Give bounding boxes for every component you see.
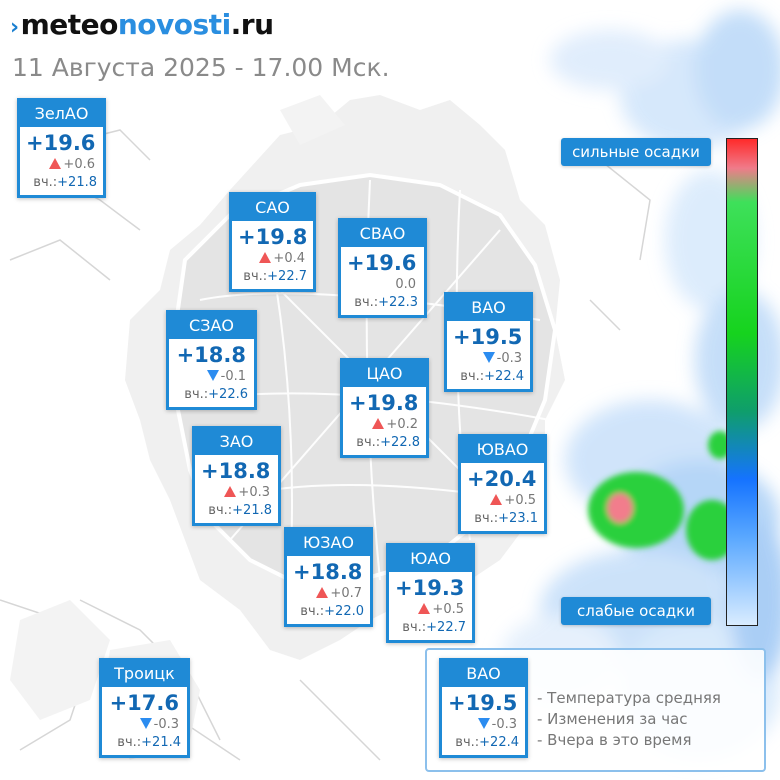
district-card-yuao[interactable]: ЮАО +19.3 +0.5 вч.:+22.7	[386, 543, 475, 643]
trend-arrow-icon	[477, 718, 490, 729]
hourly-change: -0.1	[169, 367, 254, 385]
district-name: ЦАО	[342, 360, 427, 387]
legend-box: ВАО +19.5 -0.3 вч.:+22.4 - Температура с…	[425, 648, 766, 772]
average-temperature: +19.6	[26, 131, 96, 155]
legend-item-yesterday: - Вчера в это время	[537, 731, 692, 749]
district-card-zelao[interactable]: ЗелАО +19.6 +0.6 вч.:+21.8	[17, 98, 106, 198]
logo-mark-icon: ›	[10, 15, 19, 40]
hourly-change: +0.6	[20, 155, 103, 173]
logo-text-meteo: meteo	[20, 8, 119, 41]
trend-arrow-icon	[372, 418, 385, 429]
district-name: СВАО	[340, 220, 425, 247]
hourly-change: -0.3	[447, 349, 530, 367]
trend-arrow-icon	[139, 718, 152, 729]
hourly-change: 0.0	[395, 277, 416, 292]
yesterday-temperature: вч.:+22.7	[402, 620, 466, 635]
average-temperature: +19.8	[349, 391, 419, 415]
logo-text-novosti: novosti	[117, 8, 231, 41]
legend-sample-card: ВАО +19.5 -0.3 вч.:+22.4	[439, 658, 528, 758]
trend-arrow-icon	[418, 603, 431, 614]
district-name: ЮАО	[388, 545, 473, 572]
trend-arrow-icon	[49, 158, 62, 169]
district-card-yuzao[interactable]: ЮЗАО +18.8 +0.7 вч.:+22.0	[284, 527, 373, 627]
hourly-change: +0.4	[232, 249, 313, 267]
district-name: САО	[231, 194, 314, 221]
hourly-change: +0.5	[389, 600, 472, 618]
yesterday-temperature: вч.:+21.8	[208, 503, 272, 518]
yesterday-temperature: вч.:+22.4	[460, 369, 524, 384]
hourly-change: +0.7	[287, 584, 370, 602]
legend-item-hourly-change: - Изменения за час	[537, 710, 688, 728]
average-temperature: +19.5	[448, 691, 518, 715]
average-temperature: +19.8	[238, 225, 308, 249]
average-temperature: +18.8	[201, 459, 271, 483]
legend-item-average: - Температура средняя	[537, 689, 721, 707]
logo-text-ru: .ru	[230, 8, 274, 41]
average-temperature: +18.8	[176, 343, 246, 367]
average-temperature: +17.6	[109, 691, 179, 715]
district-card-yuvao[interactable]: ЮВАО +20.4 +0.5 вч.:+23.1	[458, 434, 547, 534]
yesterday-temperature: вч.:+22.6	[184, 387, 248, 402]
district-name: ЗАО	[194, 428, 279, 455]
yesterday-temperature: вч.:+22.7	[243, 269, 307, 284]
district-card-vao[interactable]: ВАО +19.5 -0.3 вч.:+22.4	[444, 292, 533, 392]
trend-arrow-icon	[206, 370, 219, 381]
heavy-precip-label: сильные осадки	[561, 138, 711, 166]
district-name: ВАО	[441, 660, 526, 687]
yesterday-temperature: вч.:+22.3	[354, 295, 418, 310]
district-card-troitsk[interactable]: Троицк +17.6 -0.3 вч.:+21.4	[99, 658, 190, 758]
district-name: Троицк	[101, 660, 188, 687]
trend-arrow-icon	[224, 486, 237, 497]
precip-color-scale	[726, 138, 758, 626]
district-name: СЗАО	[168, 312, 255, 339]
yesterday-temperature: вч.:+22.4	[455, 735, 519, 750]
average-temperature: +19.6	[347, 251, 417, 275]
hourly-change: +0.3	[195, 483, 278, 501]
district-name: ЗелАО	[19, 100, 104, 127]
district-card-cao[interactable]: ЦАО +19.8 +0.2 вч.:+22.8	[340, 358, 429, 458]
trend-arrow-icon	[490, 494, 503, 505]
trend-arrow-icon	[316, 587, 329, 598]
yesterday-temperature: вч.:+23.1	[474, 511, 538, 526]
average-temperature: +20.4	[467, 467, 537, 491]
average-temperature: +19.5	[453, 325, 523, 349]
trend-arrow-icon	[259, 252, 272, 263]
average-temperature: +19.3	[395, 576, 465, 600]
district-card-zao[interactable]: ЗАО +18.8 +0.3 вч.:+21.8	[192, 426, 281, 526]
yesterday-temperature: вч.:+22.0	[300, 604, 364, 619]
district-card-svao[interactable]: СВАО +19.6 0.0 вч.:+22.3	[338, 218, 427, 318]
district-name: ЮВАО	[460, 436, 545, 463]
district-name: ВАО	[446, 294, 531, 321]
hourly-change: -0.3	[442, 715, 525, 733]
light-precip-label: слабые осадки	[561, 597, 711, 625]
yesterday-temperature: вч.:+21.8	[33, 175, 97, 190]
hourly-change: +0.5	[461, 491, 544, 509]
site-logo[interactable]: ›meteonovosti.ru	[10, 8, 274, 45]
trend-arrow-icon	[482, 352, 495, 363]
yesterday-temperature: вч.:+22.8	[356, 435, 420, 450]
average-temperature: +18.8	[293, 560, 363, 584]
district-card-sao[interactable]: САО +19.8 +0.4 вч.:+22.7	[229, 192, 316, 292]
hourly-change: +0.2	[343, 415, 426, 433]
yesterday-temperature: вч.:+21.4	[117, 735, 181, 750]
date-time-label: 11 Августа 2025 - 17.00 Мск.	[12, 53, 390, 82]
legend-items: - Температура средняя - Изменения за час…	[537, 688, 721, 751]
district-name: ЮЗАО	[286, 529, 371, 556]
hourly-change: -0.3	[102, 715, 187, 733]
district-card-szao[interactable]: СЗАО +18.8 -0.1 вч.:+22.6	[166, 310, 257, 410]
